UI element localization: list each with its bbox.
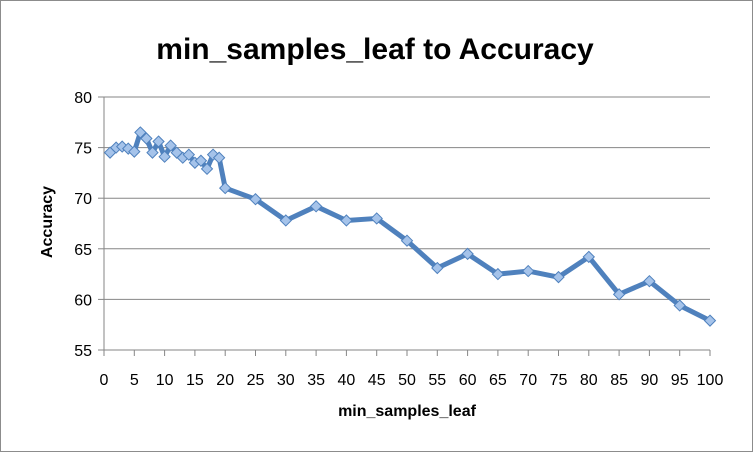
data-point-35 [309, 200, 323, 213]
x-tick-label-90: 90 [641, 372, 659, 389]
data-point-65 [491, 267, 505, 281]
data-point-16 [194, 154, 208, 167]
y-tick-label-60: 60 [74, 292, 92, 309]
data-point-40 [340, 214, 353, 227]
x-tick-label-35: 35 [307, 372, 325, 389]
chart-title: min_samples_leaf to Accuracy [156, 33, 594, 66]
y-tick-label-55: 55 [74, 343, 92, 360]
data-point-14 [182, 148, 196, 161]
data-point-30 [279, 214, 293, 227]
data-point-11 [164, 139, 177, 152]
gridlines [104, 96, 710, 300]
x-tick-label-70: 70 [519, 372, 537, 389]
x-tick-label-25: 25 [247, 372, 265, 389]
x-tick-label-5: 5 [130, 372, 139, 389]
y-tick-labels: 55 60 65 70 75 80 [74, 90, 92, 360]
series-accuracy [103, 126, 717, 327]
data-point-100 [703, 314, 717, 327]
x-tick-label-0: 0 [100, 372, 109, 389]
data-point-10 [158, 150, 171, 163]
x-tick-label-95: 95 [671, 372, 689, 389]
data-point-17 [200, 162, 214, 176]
axes [98, 96, 711, 356]
y-tick-label-70: 70 [74, 191, 92, 208]
data-point-8 [146, 146, 159, 159]
data-point-70 [521, 264, 535, 278]
data-point-50 [400, 234, 414, 247]
x-tick-label-10: 10 [156, 372, 174, 389]
x-tick-label-40: 40 [338, 372, 356, 389]
data-point-6 [134, 126, 147, 139]
x-tick-label-80: 80 [580, 372, 598, 389]
data-point-85 [612, 288, 626, 301]
x-tick-label-15: 15 [186, 372, 204, 389]
x-tick-label-65: 65 [489, 372, 507, 389]
data-point-20 [218, 181, 232, 195]
data-point-75 [552, 270, 565, 284]
data-point-19 [212, 151, 226, 164]
x-tick-label-60: 60 [459, 372, 477, 389]
y-axis-label: Accuracy [39, 186, 56, 258]
data-point-9 [152, 135, 165, 148]
x-tick-label-55: 55 [428, 372, 446, 389]
x-tick-label-30: 30 [277, 372, 295, 389]
data-point-60 [461, 247, 474, 261]
data-point-7 [140, 132, 153, 145]
x-tick-label-75: 75 [550, 372, 568, 389]
data-point-5 [128, 145, 141, 158]
x-tick-label-20: 20 [216, 372, 234, 389]
x-axis-label: min_samples_leaf [338, 403, 477, 420]
data-point-80 [582, 250, 596, 264]
y-tick-label-65: 65 [74, 242, 92, 259]
y-tick-label-80: 80 [74, 90, 92, 107]
data-point-25 [249, 193, 262, 206]
x-tick-label-100: 100 [697, 372, 724, 389]
x-tick-label-50: 50 [398, 372, 416, 389]
data-point-90 [643, 274, 656, 288]
x-tick-label-85: 85 [610, 372, 628, 389]
x-tick-labels: 0 5 10 15 20 25 30 35 40 45 50 55 60 65 70 75 80 85 90 95 10… [100, 372, 724, 389]
data-point-45 [370, 212, 383, 225]
data-point-95 [673, 299, 686, 312]
y-tick-label-75: 75 [74, 141, 92, 158]
data-point-55 [431, 261, 444, 275]
x-tick-label-45: 45 [368, 372, 386, 389]
